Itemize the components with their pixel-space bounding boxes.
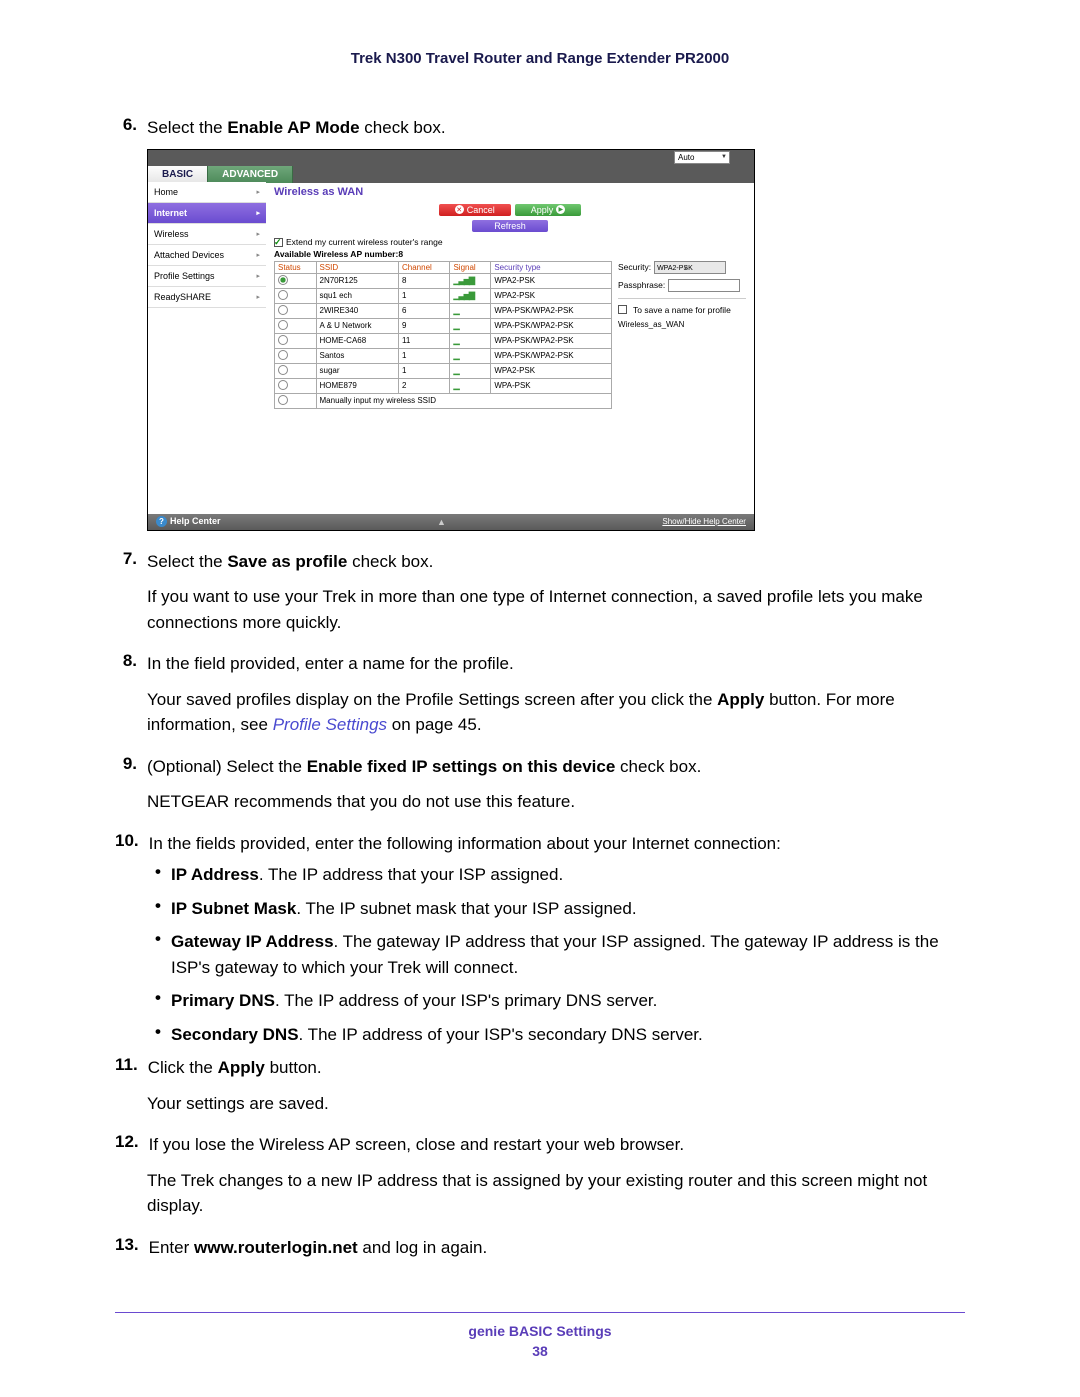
s9-bold: Enable fixed IP settings on this device	[307, 757, 616, 776]
s11-suffix: button.	[265, 1058, 322, 1077]
bullet-item: •Gateway IP Address. The gateway IP addr…	[147, 929, 965, 980]
s13-prefix: Enter	[149, 1238, 194, 1257]
step-num-10: 10.	[115, 831, 149, 857]
step-num-13: 13.	[115, 1235, 149, 1261]
ap-row[interactable]: 2WIRE3406▁WPA-PSK/WPA2-PSK	[275, 303, 612, 318]
ap-row[interactable]: HOME8792▁WPA-PSK	[275, 378, 612, 393]
s9-suffix: check box.	[615, 757, 701, 776]
sidebar-item-profile-settings[interactable]: Profile Settings▸	[148, 266, 266, 287]
th-status: Status	[275, 261, 317, 273]
s13-bold: www.routerlogin.net	[194, 1238, 358, 1257]
manual-input-row[interactable]: Manually input my wireless SSID	[275, 393, 612, 408]
ss-tabs: BASIC ADVANCED	[148, 166, 754, 183]
step-text-11: Click the Apply button.	[148, 1055, 965, 1081]
step6-bold: Enable AP Mode	[227, 118, 359, 137]
s13-suffix: and log in again.	[358, 1238, 488, 1257]
step-num-9: 9.	[115, 754, 147, 780]
step12-para: The Trek changes to a new IP address tha…	[147, 1168, 965, 1219]
s7-suffix: check box.	[347, 552, 433, 571]
save-profile-checkbox[interactable]	[618, 305, 627, 314]
step9-para: NETGEAR recommends that you do not use t…	[147, 789, 965, 815]
extend-checkbox-row[interactable]: Extend my current wireless router's rang…	[266, 235, 754, 249]
s8-para-link[interactable]: Profile Settings	[273, 715, 387, 734]
ss-sidebar: Home▸Internet▸Wireless▸Attached Devices▸…	[148, 182, 266, 514]
right-panel: Security: WPA2-PSK Passphrase: To save a…	[616, 261, 746, 409]
page-footer: genie BASIC Settings 38	[115, 1312, 965, 1359]
extend-checkbox[interactable]	[274, 238, 283, 247]
router-ui-screenshot: Auto BASIC ADVANCED Home▸Internet▸Wirele…	[147, 149, 755, 531]
ap-row[interactable]: sugar1▁WPA2-PSK	[275, 363, 612, 378]
footer-page: 38	[115, 1343, 965, 1359]
step-text-10: In the fields provided, enter the follow…	[149, 831, 965, 857]
profile-name-text: Wireless_as_WAN	[618, 320, 746, 329]
ap-row[interactable]: A & U Network9▁WPA-PSK/WPA2-PSK	[275, 318, 612, 333]
step-num-6: 6.	[115, 115, 147, 141]
ap-row[interactable]: squ1 ech1▁▃▅▇WPA2-PSK	[275, 288, 612, 303]
th-security: Security type	[491, 261, 612, 273]
cancel-button[interactable]: Cancel	[439, 204, 511, 216]
apply-button[interactable]: Apply	[515, 204, 582, 216]
security-dropdown[interactable]: WPA2-PSK	[654, 261, 726, 274]
extend-label: Extend my current wireless router's rang…	[286, 237, 443, 247]
available-count: Available Wireless AP number:8	[266, 249, 754, 259]
s7-bold: Save as profile	[227, 552, 347, 571]
tab-advanced[interactable]: ADVANCED	[208, 166, 293, 183]
s9-prefix: (Optional) Select the	[147, 757, 307, 776]
sidebar-item-readyshare[interactable]: ReadySHARE▸	[148, 287, 266, 308]
sidebar-item-wireless[interactable]: Wireless▸	[148, 224, 266, 245]
step-num-11: 11.	[115, 1055, 148, 1081]
save-profile-label: To save a name for profile	[633, 305, 731, 315]
step-text-8: In the field provided, enter a name for …	[147, 651, 965, 677]
auto-dropdown[interactable]: Auto	[674, 151, 730, 164]
chevron-up-icon[interactable]: ▲	[437, 517, 446, 527]
tab-basic[interactable]: BASIC	[148, 166, 208, 183]
s11-prefix: Click the	[148, 1058, 218, 1077]
ss-footer: ?Help Center ▲ Show/Hide Help Center	[148, 514, 754, 530]
page-header: Trek N300 Travel Router and Range Extend…	[115, 50, 965, 67]
step11-para: Your settings are saved.	[147, 1091, 965, 1117]
help-center-label[interactable]: Help Center	[170, 516, 221, 526]
footer-title: genie BASIC Settings	[115, 1323, 965, 1339]
bullet-item: •Primary DNS. The IP address of your ISP…	[147, 988, 965, 1014]
s8-para-pre: Your saved profiles display on the Profi…	[147, 690, 717, 709]
s8-para-post: on page 45.	[387, 715, 482, 734]
security-label: Security:	[618, 262, 651, 272]
th-ssid: SSID	[316, 261, 399, 273]
step6-prefix: Select the	[147, 118, 227, 137]
s11-bold: Apply	[218, 1058, 265, 1077]
step-text-9: (Optional) Select the Enable fixed IP se…	[147, 754, 965, 780]
show-hide-help[interactable]: Show/Hide Help Center	[662, 517, 746, 526]
step-text-12: If you lose the Wireless AP screen, clos…	[149, 1132, 965, 1158]
step7-para: If you want to use your Trek in more tha…	[147, 584, 965, 635]
ap-row[interactable]: Santos1▁WPA-PSK/WPA2-PSK	[275, 348, 612, 363]
bullet-item: •IP Subnet Mask. The IP subnet mask that…	[147, 896, 965, 922]
ap-table: Status SSID Channel Signal Security type…	[274, 261, 612, 409]
step-text-13: Enter www.routerlogin.net and log in aga…	[149, 1235, 965, 1261]
refresh-button[interactable]: Refresh	[472, 220, 548, 232]
ap-row[interactable]: 2N70R1258▁▃▅▇WPA2-PSK	[275, 273, 612, 288]
passphrase-input[interactable]	[668, 279, 740, 292]
passphrase-label: Passphrase:	[618, 280, 665, 290]
bullet-item: •IP Address. The IP address that your IS…	[147, 862, 965, 888]
step-num-12: 12.	[115, 1132, 149, 1158]
step-text-7: Select the Save as profile check box.	[147, 549, 965, 575]
th-channel: Channel	[399, 261, 450, 273]
step-text-6: Select the Enable AP Mode check box.	[147, 115, 965, 141]
step8-para: Your saved profiles display on the Profi…	[147, 687, 965, 738]
sidebar-item-home[interactable]: Home▸	[148, 182, 266, 203]
help-icon[interactable]: ?	[156, 516, 167, 527]
step-num-7: 7.	[115, 549, 147, 575]
sidebar-item-internet[interactable]: Internet▸	[148, 203, 266, 224]
main-title: Wireless as WAN	[266, 182, 754, 202]
bullet-item: •Secondary DNS. The IP address of your I…	[147, 1022, 965, 1048]
s8-para-bold: Apply	[717, 690, 764, 709]
step6-suffix: check box.	[360, 118, 446, 137]
ap-row[interactable]: HOME-CA6811▁WPA-PSK/WPA2-PSK	[275, 333, 612, 348]
s7-prefix: Select the	[147, 552, 227, 571]
ss-main: Wireless as WAN Cancel Apply Refresh Ext…	[266, 182, 754, 514]
ss-topbar: Auto	[148, 150, 754, 166]
th-signal: Signal	[450, 261, 491, 273]
step-num-8: 8.	[115, 651, 147, 677]
sidebar-item-attached-devices[interactable]: Attached Devices▸	[148, 245, 266, 266]
